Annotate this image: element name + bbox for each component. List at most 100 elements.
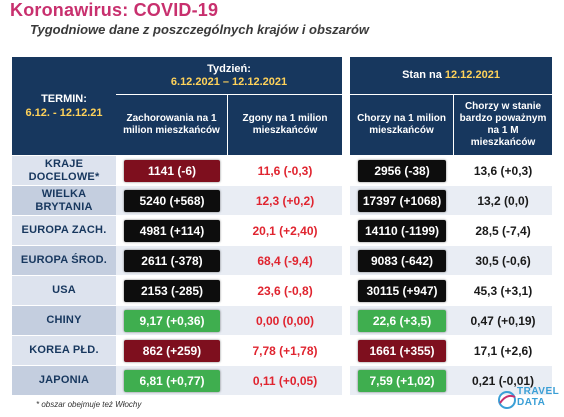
critical-value: 17,1 (+2,6)	[473, 343, 533, 358]
critical-value: 13,2 (0,0)	[477, 193, 529, 208]
cases-cell: 9,17 (+0,36)	[116, 305, 228, 335]
critical-cell: 13,2 (0,0)	[454, 185, 553, 215]
sick-cell: 2956 (-38)	[350, 155, 455, 185]
deaths-value: 68,4 (-9,4)	[257, 253, 313, 268]
cases-cell: 6,81 (+0,77)	[116, 365, 228, 395]
table-row: USA 2153 (-285) 23,6 (-0,8) 30115 (+947)…	[12, 275, 553, 305]
deaths-value: 20,1 (+2,40)	[252, 223, 318, 238]
termin-label: TERMIN:	[41, 93, 87, 105]
week-header: Tydzień: 6.12.2021 – 12.12.2021	[116, 57, 343, 95]
cases-value: 9,17 (+0,36)	[124, 309, 220, 332]
cases-cell: 2611 (-378)	[116, 245, 228, 275]
cases-cell: 5240 (+568)	[116, 185, 228, 215]
col-header-cases: Zachorowania na 1 milion mieszkańców	[116, 95, 228, 155]
column-spacer	[342, 57, 351, 395]
globe-icon	[498, 391, 516, 409]
critical-cell: 0,47 (+0,19)	[454, 305, 553, 335]
row-country: WIELKA BRYTANIA	[12, 185, 116, 215]
sick-cell: 14110 (-1199)	[350, 215, 455, 245]
col-header-sick: Chorzy na 1 milion mieszkańców	[350, 95, 455, 155]
deaths-cell: 23,6 (-0,8)	[228, 275, 343, 305]
deaths-cell: 0,00 (0,00)	[228, 305, 343, 335]
week-label: Tydzień:	[207, 62, 251, 75]
table-row: WIELKA BRYTANIA 5240 (+568) 12,3 (+0,2) …	[12, 185, 553, 215]
sick-value: 2956 (-38)	[358, 159, 447, 182]
table-row: CHINY 9,17 (+0,36) 0,00 (0,00) 22,6 (+3,…	[12, 305, 553, 335]
deaths-value: 0,11 (+0,05)	[252, 373, 318, 388]
cases-value: 4981 (+114)	[124, 219, 220, 242]
cases-cell: 1141 (-6)	[116, 155, 228, 185]
critical-value: 0,21 (-0,01)	[472, 373, 535, 388]
table-row: JAPONIA 6,81 (+0,77) 0,11 (+0,05) 7,59 (…	[12, 365, 553, 395]
row-country: EUROPA ŚROD.	[12, 245, 116, 275]
sick-cell: 1661 (+355)	[350, 335, 455, 365]
cases-value: 5240 (+568)	[124, 189, 220, 212]
deaths-cell: 20,1 (+2,40)	[228, 215, 343, 245]
critical-value: 28,5 (-7,4)	[475, 223, 531, 238]
cases-cell: 4981 (+114)	[116, 215, 228, 245]
sick-value: 7,59 (+1,02)	[358, 369, 447, 392]
deaths-cell: 68,4 (-9,4)	[228, 245, 343, 275]
table-row: KRAJE DOCELOWE* 1141 (-6) 11,6 (-0,3) 29…	[12, 155, 553, 185]
cases-cell: 2153 (-285)	[116, 275, 228, 305]
deaths-value: 23,6 (-0,8)	[257, 283, 313, 298]
critical-cell: 13,6 (+0,3)	[454, 155, 553, 185]
deaths-value: 11,6 (-0,3)	[257, 163, 313, 178]
col-header-deaths: Zgony na 1 milion mieszkańców	[228, 95, 343, 155]
deaths-cell: 12,3 (+0,2)	[228, 185, 343, 215]
sick-cell: 30115 (+947)	[350, 275, 455, 305]
footnote: * obszar obejmuje też Włochy	[36, 400, 142, 409]
cases-value: 862 (+259)	[124, 339, 220, 362]
cases-value: 2153 (-285)	[124, 279, 220, 302]
deaths-cell: 0,11 (+0,05)	[228, 365, 343, 395]
cases-value: 2611 (-378)	[124, 249, 220, 272]
row-country: EUROPA ZACH.	[12, 215, 116, 245]
sick-cell: 22,6 (+3,5)	[350, 305, 455, 335]
covid-data-table: TERMIN: 6.12. - 12.12.21 Tydzień: 6.12.2…	[12, 57, 553, 395]
deaths-value: 0,00 (0,00)	[255, 313, 315, 328]
week-value: 6.12.2021 – 12.12.2021	[170, 75, 288, 88]
page-subtitle: Tygodniowe dane z poszczególnych krajów …	[30, 22, 370, 37]
deaths-value: 7,78 (+1,78)	[252, 343, 318, 358]
deaths-cell: 11,6 (-0,3)	[228, 155, 343, 185]
deaths-cell: 7,78 (+1,78)	[228, 335, 343, 365]
cases-value: 6,81 (+0,77)	[124, 369, 220, 392]
state-header: Stan na 12.12.2021	[350, 57, 553, 95]
critical-cell: 0,21 (-0,01)	[454, 365, 553, 395]
row-country: KOREA PŁD.	[12, 335, 116, 365]
cases-value: 1141 (-6)	[124, 159, 220, 182]
critical-cell: 28,5 (-7,4)	[454, 215, 553, 245]
cases-cell: 862 (+259)	[116, 335, 228, 365]
table-row: KOREA PŁD. 862 (+259) 7,78 (+1,78) 1661 …	[12, 335, 553, 365]
termin-value: 6.12. - 12.12.21	[25, 107, 103, 119]
sick-cell: 7,59 (+1,02)	[350, 365, 455, 395]
critical-cell: 17,1 (+2,6)	[454, 335, 553, 365]
logo-line2: DATA	[517, 397, 546, 408]
critical-value: 0,47 (+0,19)	[470, 313, 536, 328]
col-header-critical: Chorzy w stanie bardzo poważnym na 1 M m…	[454, 95, 553, 155]
travel-data-logo: TRAVEL DATA	[497, 385, 561, 415]
sick-value: 22,6 (+3,5)	[358, 309, 447, 332]
critical-value: 13,6 (+0,3)	[473, 163, 533, 178]
table-row: EUROPA ZACH. 4981 (+114) 20,1 (+2,40) 14…	[12, 215, 553, 245]
state-label: Stan na	[402, 69, 442, 81]
sick-value: 17397 (+1068)	[358, 189, 447, 212]
state-value: 12.12.2021	[444, 69, 500, 81]
sick-value: 30115 (+947)	[358, 279, 447, 302]
table-row: EUROPA ŚROD. 2611 (-378) 68,4 (-9,4) 908…	[12, 245, 553, 275]
termin-header: TERMIN: 6.12. - 12.12.21	[12, 57, 116, 155]
row-country: CHINY	[12, 305, 116, 335]
deaths-value: 12,3 (+0,2)	[255, 193, 315, 208]
sick-cell: 9083 (-642)	[350, 245, 455, 275]
row-country: KRAJE DOCELOWE*	[12, 155, 116, 185]
critical-cell: 45,3 (+3,1)	[454, 275, 553, 305]
page-title: Koronawirus: COVID-19	[10, 0, 219, 20]
critical-value: 45,3 (+3,1)	[473, 283, 533, 298]
sick-cell: 17397 (+1068)	[350, 185, 455, 215]
logo-line1: TRAVEL	[517, 386, 560, 397]
row-country: USA	[12, 275, 116, 305]
sick-value: 14110 (-1199)	[358, 219, 447, 242]
critical-cell: 30,5 (-0,6)	[454, 245, 553, 275]
sick-value: 1661 (+355)	[358, 339, 447, 362]
row-country: JAPONIA	[12, 365, 116, 395]
